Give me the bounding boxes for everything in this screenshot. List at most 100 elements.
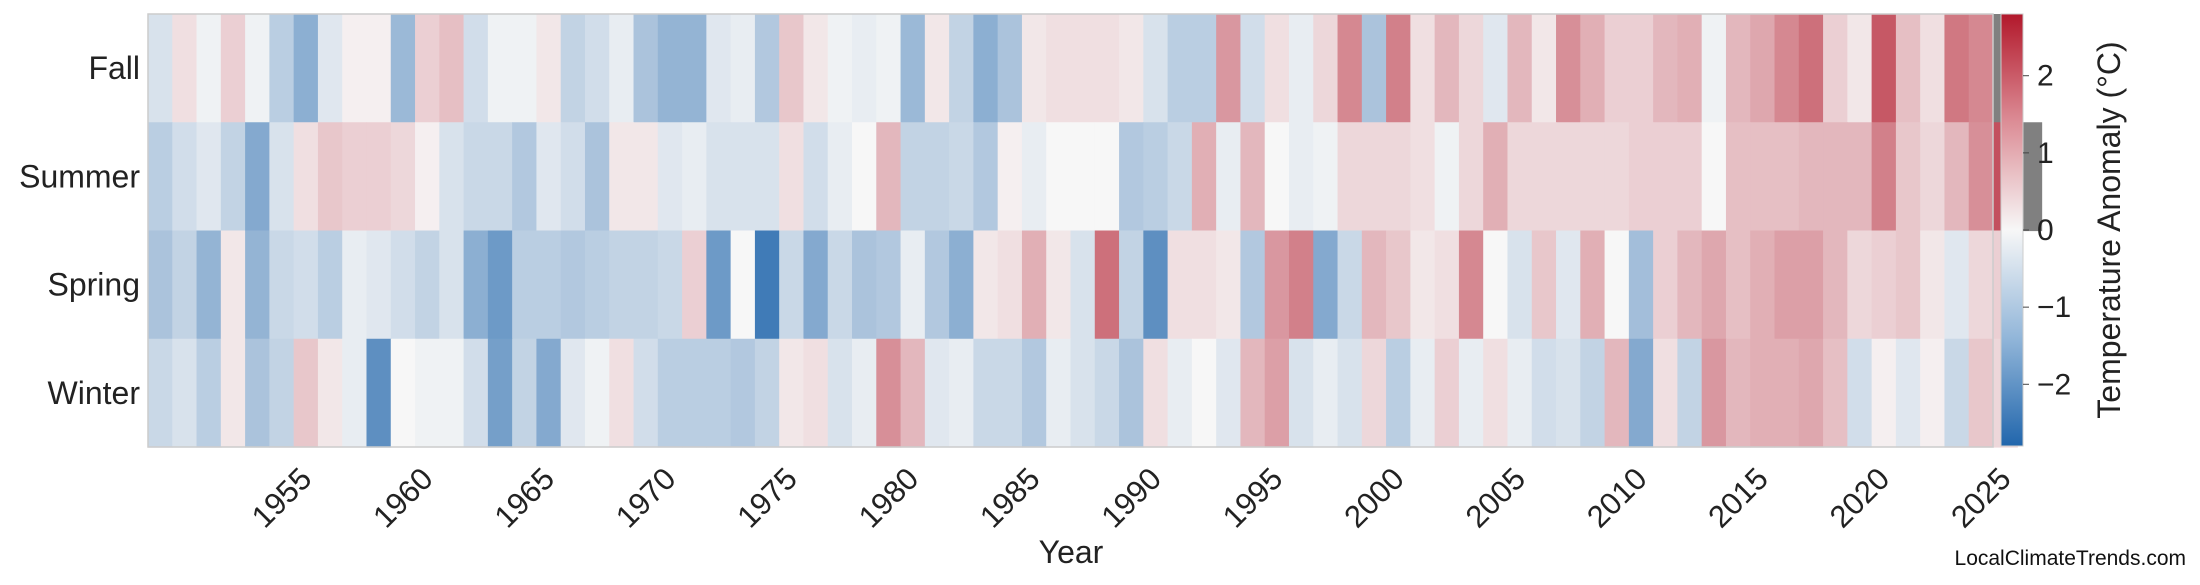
heatmap-cell: [439, 338, 465, 448]
y-tick-label: Spring: [48, 267, 141, 303]
heatmap-cell: [1094, 230, 1120, 340]
heatmap-cell: [1628, 338, 1654, 448]
heatmap-cell: [1798, 230, 1824, 340]
x-tick-label: 2020: [1823, 461, 1897, 535]
heatmap-cell: [1798, 122, 1824, 232]
heatmap-cell: [1750, 14, 1776, 123]
heatmap-cell: [924, 14, 950, 123]
heatmap-cell: [1725, 122, 1751, 232]
heatmap-cell: [463, 230, 489, 340]
heatmap-cell: [1895, 122, 1921, 232]
heatmap-cell: [1701, 230, 1727, 340]
heatmap-cell: [1968, 122, 1994, 232]
heatmap-cell: [1434, 14, 1460, 123]
heatmap-cell: [852, 338, 877, 448]
heatmap-cell: [487, 338, 513, 448]
heatmap-cell: [269, 230, 295, 340]
heatmap-cell: [220, 338, 246, 448]
heatmap-cell: [1288, 230, 1314, 340]
heatmap-cell: [754, 122, 780, 232]
heatmap-cell: [633, 122, 659, 232]
heatmap-cell: [415, 338, 440, 448]
heatmap-cell: [1094, 122, 1120, 232]
heatmap-cell: [1240, 122, 1266, 232]
heatmap-cell: [1628, 230, 1654, 340]
heatmap-cell: [876, 122, 902, 232]
heatmap-cell: [317, 230, 343, 340]
heatmap-cell: [1774, 230, 1800, 340]
heatmap-cell: [1920, 338, 1946, 448]
heatmap-cell: [827, 230, 853, 340]
heatmap-cell: [1216, 338, 1242, 448]
heatmap-cell: [1410, 230, 1436, 340]
heatmap-cell: [512, 14, 538, 123]
heatmap-cell: [1361, 338, 1387, 448]
y-tick-label: Winter: [48, 375, 141, 411]
heatmap-cell: [997, 122, 1023, 232]
heatmap-cell: [1288, 14, 1314, 123]
heatmap-cell: [390, 14, 416, 123]
heatmap-cell: [245, 122, 270, 232]
heatmap-cell: [657, 230, 683, 340]
heatmap-cell: [900, 230, 926, 340]
x-tick-label: 1985: [973, 461, 1047, 535]
heatmap-cell: [1264, 230, 1290, 340]
heatmap-cell: [1895, 338, 1921, 448]
heatmap-cell: [1556, 122, 1581, 232]
heatmap-cell: [973, 338, 999, 448]
heatmap-cell: [1337, 122, 1363, 232]
heatmap-cell: [754, 14, 780, 123]
heatmap-cell: [390, 230, 416, 340]
heatmap-cell: [609, 122, 635, 232]
heatmap-cell: [148, 230, 173, 340]
heatmap-cell: [1070, 230, 1096, 340]
heatmap-cell: [730, 122, 756, 232]
heatmap-cell: [1288, 338, 1314, 448]
heatmap-cell: [1119, 122, 1144, 232]
heatmap-cell: [415, 14, 440, 123]
heatmap-cell: [682, 122, 707, 232]
heatmap-cell: [1167, 338, 1193, 448]
heatmap-cell: [1094, 14, 1120, 123]
heatmap-cell: [1507, 230, 1533, 340]
heatmap-cell: [439, 14, 465, 123]
heatmap-cell: [1483, 122, 1509, 232]
heatmap-cell: [1677, 14, 1703, 123]
heatmap-cell: [1871, 122, 1897, 232]
x-axis-tick-labels: 1955 1960 1965 1970 1975 1980 1985 1990 1995 2000…: [245, 461, 2018, 535]
heatmap-cell: [1288, 122, 1314, 232]
heatmap-cell: [949, 122, 974, 232]
heatmap-cell: [536, 230, 562, 340]
colorbar-label: Temperature Anomaly (°C): [2091, 41, 2127, 418]
heatmap-cell: [633, 14, 659, 123]
heatmap-cell: [148, 122, 173, 232]
heatmap-cell: [1119, 338, 1144, 448]
x-tick-label: 2015: [1701, 461, 1775, 535]
heatmap-cell: [1021, 338, 1047, 448]
heatmap-cell: [1604, 230, 1630, 340]
heatmap-cell: [1167, 14, 1193, 123]
heatmap-cell: [949, 338, 974, 448]
heatmap-cell: [366, 230, 392, 340]
heatmap-cell: [1386, 230, 1411, 340]
heatmap-cell: [657, 338, 683, 448]
colorbar-tick-label: −2: [2037, 368, 2071, 401]
heatmap-cell: [1143, 230, 1169, 340]
heatmap-cell: [1944, 230, 1970, 340]
heatmap-cell: [1070, 122, 1096, 232]
heatmap-cell: [900, 14, 926, 123]
heatmap-cell: [1167, 122, 1193, 232]
heatmap-cell: [1531, 338, 1557, 448]
heatmap-cell: [1653, 338, 1679, 448]
heatmap-cell: [512, 338, 538, 448]
heatmap-cell: [1580, 122, 1606, 232]
heatmap-cell: [803, 14, 829, 123]
heatmap-cell: [220, 14, 246, 123]
colorbar-tick-label: 2: [2037, 60, 2054, 93]
heatmap-cell: [779, 122, 805, 232]
heatmap-cell: [560, 338, 586, 448]
plot-border: [147, 13, 1994, 448]
heatmap-cell: [1216, 230, 1242, 340]
heatmap-cell: [1070, 338, 1096, 448]
heatmap-cell: [1871, 338, 1897, 448]
